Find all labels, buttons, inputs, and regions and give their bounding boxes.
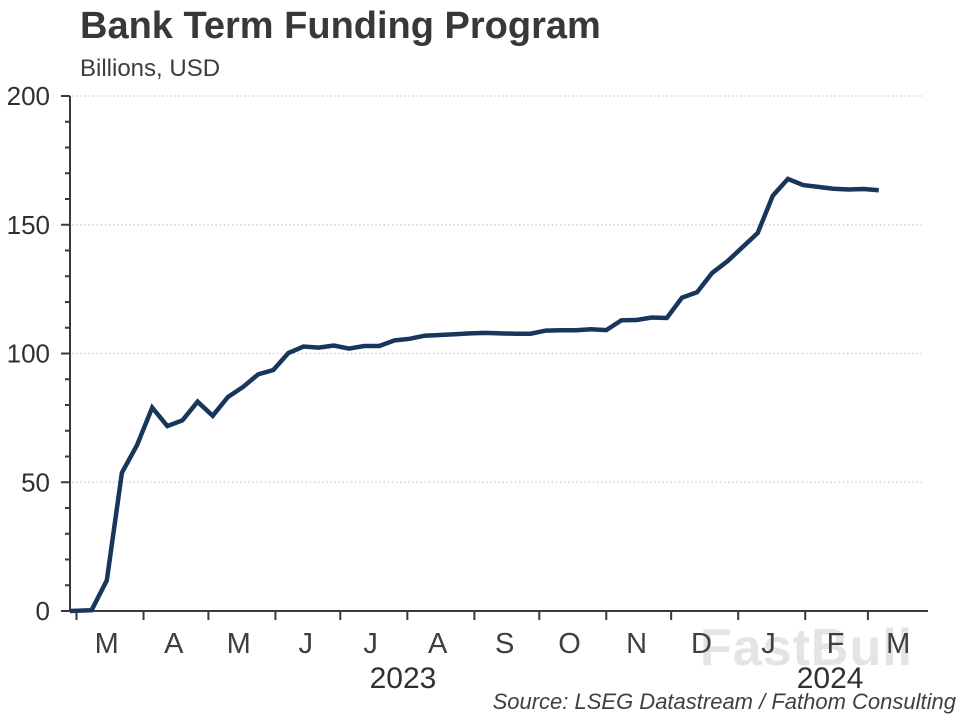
month-label: J xyxy=(761,628,776,660)
month-label: J xyxy=(298,628,313,660)
watermark: FastBull xyxy=(700,619,914,677)
month-label: S xyxy=(495,628,514,660)
month-label: J xyxy=(363,628,378,660)
month-label: A xyxy=(428,628,448,660)
month-label: D xyxy=(691,628,712,660)
y-tick-label: 50 xyxy=(21,467,50,497)
month-label: N xyxy=(626,628,647,660)
month-label: M xyxy=(95,628,119,660)
month-label: M xyxy=(227,628,251,660)
year-label: 2024 xyxy=(797,662,864,695)
month-label: F xyxy=(827,628,845,660)
y-tick-label: 150 xyxy=(7,210,50,240)
month-label: O xyxy=(558,628,581,660)
month-label: M xyxy=(886,628,910,660)
month-label: A xyxy=(164,628,184,660)
data-line xyxy=(69,176,879,614)
source-note: Source: LSEG Datastream / Fathom Consult… xyxy=(492,689,956,714)
chart-title: Bank Term Funding Program xyxy=(80,5,601,47)
chart-subtitle: Billions, USD xyxy=(80,55,221,82)
y-tick-label: 100 xyxy=(7,339,50,369)
year-label: 2023 xyxy=(370,662,437,695)
y-tick-label: 0 xyxy=(36,596,50,626)
y-tick-label: 200 xyxy=(7,81,50,111)
